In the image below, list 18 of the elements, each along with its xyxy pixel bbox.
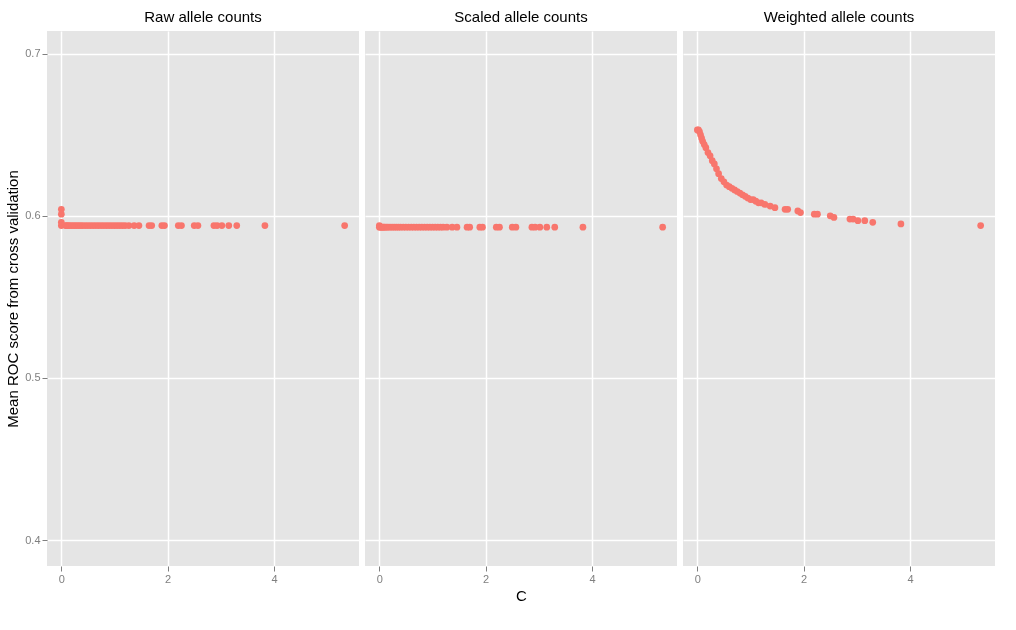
- chart-title: Raw allele counts: [144, 8, 262, 25]
- x-tick-label: 4: [589, 572, 596, 585]
- y-tick-label: 0.5: [25, 371, 41, 384]
- chart-title: Scaled allele counts: [454, 8, 588, 25]
- y-tick-label: 0.7: [25, 47, 41, 60]
- x-tick-label: 2: [165, 572, 172, 585]
- y-axis-title: Mean ROC score from cross validation: [4, 170, 22, 428]
- chart-title: Weighted allele counts: [763, 8, 915, 25]
- y-tick-label: 0.6: [25, 209, 41, 222]
- x-tick-label: 4: [907, 572, 914, 585]
- x-tick-label: 2: [483, 572, 490, 585]
- y-tick-label: 0.4: [25, 533, 41, 546]
- x-tick-label: 2: [801, 572, 808, 585]
- x-tick-label: 0: [376, 572, 383, 585]
- x-tick-label: 0: [58, 572, 65, 585]
- x-axis-title: C: [516, 586, 528, 604]
- x-tick-label: 4: [271, 572, 278, 585]
- x-tick-label: 0: [694, 572, 701, 585]
